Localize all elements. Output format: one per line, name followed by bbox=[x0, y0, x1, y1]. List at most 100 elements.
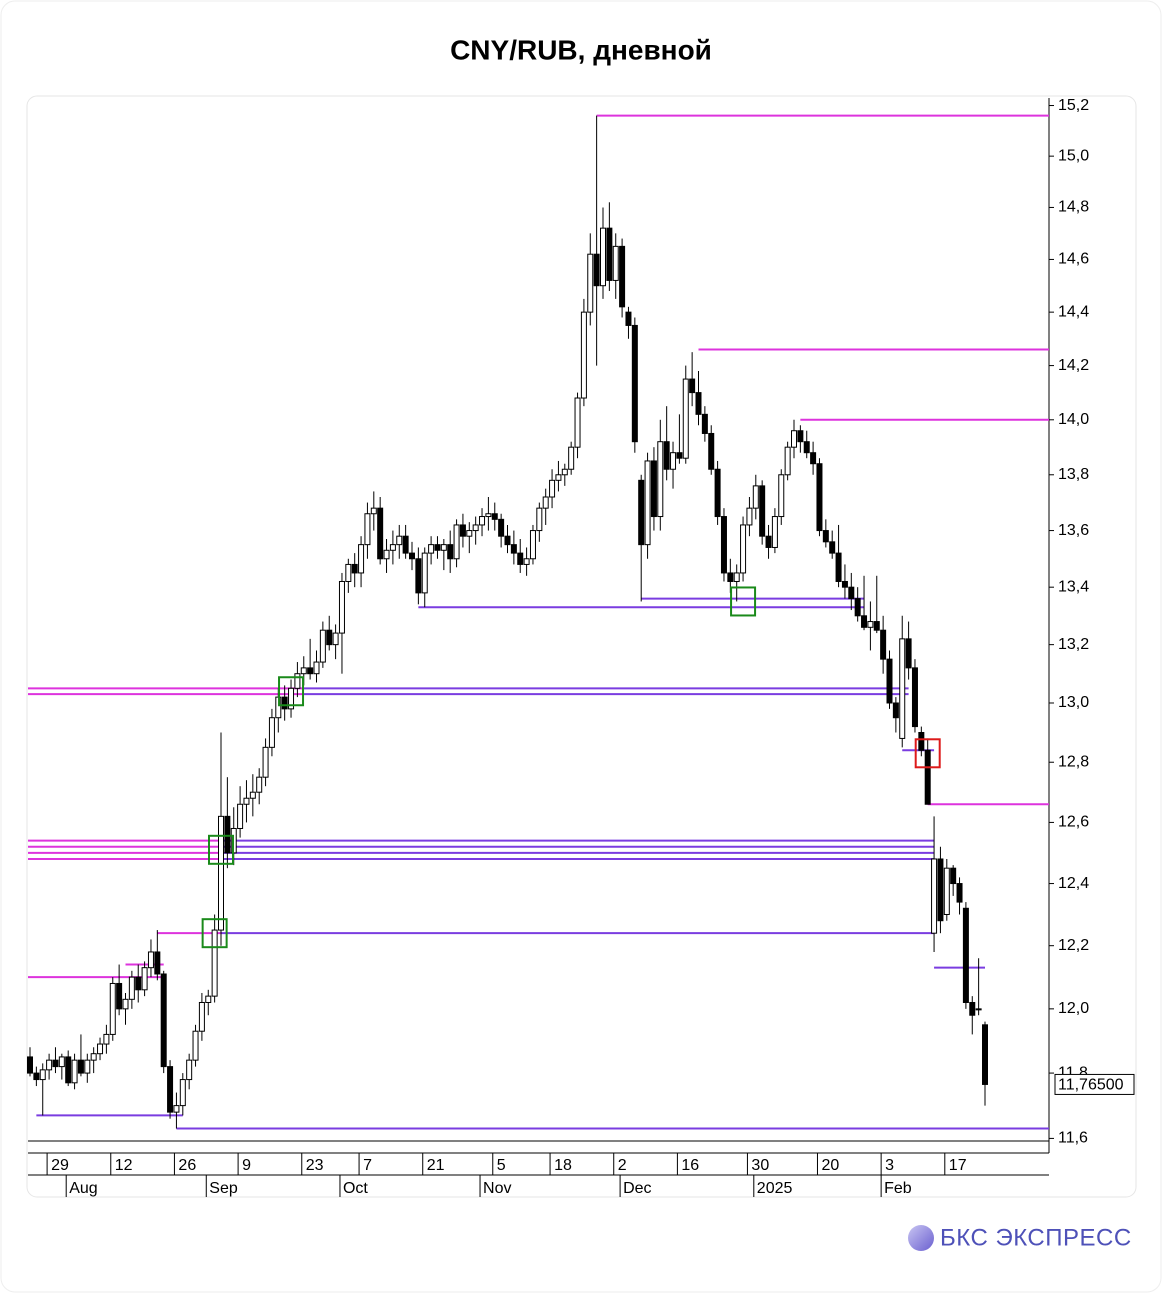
candle-body bbox=[759, 485, 766, 537]
x-tick-label: 5 bbox=[497, 1157, 506, 1174]
candle-body bbox=[147, 951, 154, 969]
candle-body bbox=[899, 638, 906, 739]
month-label: Dec bbox=[623, 1180, 651, 1197]
month-label: Feb bbox=[884, 1180, 912, 1197]
candle-body bbox=[727, 572, 734, 582]
x-tick-label: 16 bbox=[681, 1157, 699, 1174]
candle-body bbox=[861, 615, 868, 628]
y-tick-label: 12,0 bbox=[1058, 1000, 1089, 1017]
candle-body bbox=[975, 1008, 982, 1011]
candle-body bbox=[708, 432, 715, 470]
candle-body bbox=[549, 479, 556, 498]
candle-body bbox=[268, 717, 275, 748]
candle-body bbox=[198, 1001, 205, 1032]
y-tick-label: 13,2 bbox=[1058, 636, 1089, 653]
candle-body bbox=[701, 413, 708, 434]
candle-body bbox=[485, 513, 492, 518]
candle-body bbox=[612, 245, 619, 281]
candle-body bbox=[619, 245, 626, 308]
candle-body bbox=[103, 1033, 110, 1045]
y-tick-label: 12,2 bbox=[1058, 937, 1089, 954]
candle-body bbox=[116, 982, 123, 1010]
candle-body bbox=[447, 544, 454, 560]
candle-body bbox=[510, 544, 517, 554]
candle-body bbox=[281, 696, 288, 710]
signal-box bbox=[914, 738, 941, 769]
candle-body bbox=[606, 227, 613, 281]
candle-body bbox=[97, 1043, 104, 1055]
candle-body bbox=[77, 1059, 84, 1074]
candle-body bbox=[84, 1059, 91, 1074]
candle-body bbox=[600, 227, 606, 287]
candle-body bbox=[517, 552, 524, 565]
x-tick-label: 21 bbox=[427, 1157, 445, 1174]
month-label: Aug bbox=[69, 1180, 97, 1197]
candle-body bbox=[243, 797, 250, 805]
candle-body bbox=[886, 658, 893, 704]
candle-body bbox=[835, 552, 842, 582]
candle-body bbox=[326, 629, 333, 646]
y-tick-label: 14,6 bbox=[1058, 251, 1089, 268]
candle-body bbox=[529, 530, 536, 560]
candle-body bbox=[574, 397, 581, 448]
candle-body bbox=[71, 1059, 78, 1084]
candle-body bbox=[810, 452, 817, 465]
candle-body bbox=[383, 549, 390, 560]
candle-body bbox=[415, 558, 422, 594]
candle-body bbox=[39, 1069, 46, 1081]
candle-body bbox=[167, 1066, 174, 1113]
chart-panel bbox=[26, 95, 1137, 1198]
candle-body bbox=[58, 1056, 65, 1068]
logo-icon bbox=[908, 1225, 934, 1251]
candle-body bbox=[829, 541, 836, 554]
candle-body bbox=[262, 746, 269, 778]
candle-body bbox=[351, 563, 358, 574]
y-tick-label: 14,2 bbox=[1058, 357, 1089, 374]
candle-body bbox=[689, 378, 696, 394]
candle-body bbox=[720, 516, 727, 574]
candle-body bbox=[644, 460, 651, 546]
candle-body bbox=[911, 667, 918, 728]
candle-body bbox=[491, 513, 498, 520]
candle-body bbox=[504, 535, 511, 546]
candle-body bbox=[523, 558, 530, 565]
candle-body bbox=[937, 858, 944, 922]
y-tick-label: 15,2 bbox=[1058, 97, 1089, 114]
candle-body bbox=[211, 929, 218, 997]
candle-body bbox=[288, 687, 295, 710]
y-tick-label: 15,0 bbox=[1058, 147, 1089, 164]
candle-body bbox=[27, 1056, 33, 1074]
candle-body bbox=[33, 1072, 40, 1081]
candle-body bbox=[950, 867, 957, 885]
candle-body bbox=[797, 430, 804, 443]
candle-body bbox=[822, 530, 829, 543]
candle-body bbox=[956, 883, 963, 903]
candle-body bbox=[873, 621, 880, 631]
candle-body bbox=[561, 468, 568, 476]
candle-body bbox=[294, 673, 301, 689]
candle-body bbox=[771, 516, 778, 548]
candle-body bbox=[587, 253, 594, 313]
candle-body bbox=[428, 544, 435, 554]
candle-body bbox=[555, 474, 562, 481]
candle-body bbox=[389, 544, 396, 551]
candle-body bbox=[962, 907, 969, 1003]
candle-body bbox=[179, 1079, 186, 1107]
candle-body bbox=[593, 253, 600, 287]
x-tick-label: 2 bbox=[618, 1157, 627, 1174]
candle-body bbox=[670, 452, 677, 470]
candle-body bbox=[364, 513, 371, 546]
candle-body bbox=[803, 441, 810, 454]
candle-body bbox=[778, 474, 785, 518]
candle-body bbox=[892, 702, 899, 719]
candle-body bbox=[90, 1053, 97, 1061]
y-tick-label: 12,8 bbox=[1058, 753, 1089, 770]
candle-body bbox=[135, 976, 142, 991]
candle-body bbox=[580, 311, 587, 399]
candle-body bbox=[924, 749, 931, 805]
candle-body bbox=[663, 441, 670, 470]
x-tick-label: 20 bbox=[821, 1157, 839, 1174]
candle-body bbox=[313, 661, 320, 675]
signal-box bbox=[208, 834, 234, 865]
